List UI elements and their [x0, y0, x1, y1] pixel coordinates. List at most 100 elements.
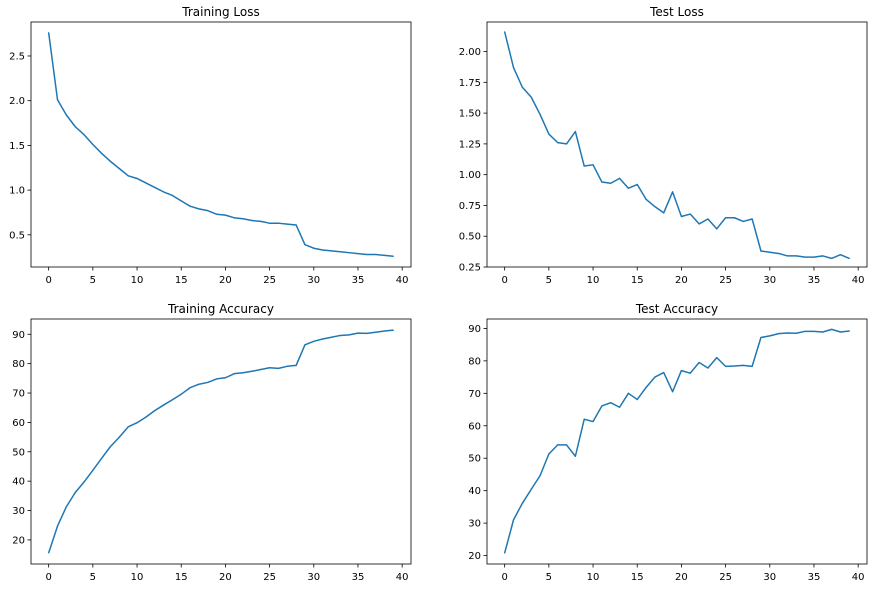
data-point	[251, 370, 253, 372]
data-point	[680, 215, 683, 218]
data-point	[392, 255, 394, 257]
data-point	[645, 198, 647, 200]
data-point	[154, 410, 156, 412]
data-point	[716, 228, 718, 230]
data-point	[189, 205, 191, 207]
data-point	[215, 213, 218, 215]
chart-panel-1: Training Loss 0 5 10 15 20 25 30 35 40 0.5 1.0 1.5 2.…	[9, 5, 412, 286]
y-tick-label: 0.50	[459, 232, 481, 243]
data-point	[180, 200, 182, 202]
data-point	[504, 552, 506, 554]
data-point	[242, 372, 244, 374]
data-point	[742, 364, 744, 367]
y-tick-label: 1.0	[9, 186, 25, 197]
data-point	[277, 367, 280, 369]
data-point	[786, 255, 789, 257]
series-line	[503, 31, 850, 260]
data-point	[277, 222, 280, 224]
data-point	[804, 330, 806, 332]
data-point	[618, 406, 621, 408]
data-point	[48, 552, 50, 554]
data-point	[233, 217, 235, 219]
y-tick-label: 30	[12, 506, 25, 517]
data-point	[548, 453, 550, 455]
axes-frame	[30, 21, 412, 268]
x-tick-label: 40	[396, 275, 409, 286]
data-point	[733, 217, 736, 219]
data-point	[74, 492, 76, 494]
data-point	[822, 331, 824, 333]
data-point	[118, 168, 120, 170]
x-tick-label: 15	[175, 572, 188, 583]
data-point	[512, 519, 515, 521]
y-tick-label: 70	[12, 389, 25, 400]
chart-panel-4: Test Accuracy 0 5 10 15 20 25 30 35 40 20 30 40 50 60 7…	[468, 302, 868, 583]
data-point	[760, 250, 762, 252]
data-point	[539, 113, 541, 115]
y-tick-label: 1.50	[459, 109, 481, 120]
data-point	[233, 373, 235, 375]
data-point	[260, 368, 262, 371]
data-point	[680, 369, 683, 372]
x-tick-label: 0	[45, 275, 51, 286]
y-tick-label: 0.75	[459, 201, 481, 212]
y-tick-label: 2.0	[9, 96, 25, 107]
x-tick-label: 5	[546, 572, 552, 583]
series-line	[503, 328, 850, 554]
data-point	[663, 371, 665, 374]
data-point	[813, 256, 815, 258]
data-point	[671, 191, 674, 193]
data-point	[207, 210, 209, 212]
data-point	[118, 436, 120, 438]
y-tick-label: 2.5	[9, 51, 25, 62]
x-tick-label: 10	[587, 572, 600, 583]
x-tick-label: 5	[90, 275, 96, 286]
data-point	[725, 217, 727, 219]
y-tick-label: 40	[468, 486, 481, 497]
data-point	[813, 330, 815, 332]
data-point	[322, 249, 324, 251]
x-tick-label: 40	[852, 572, 865, 583]
data-point	[304, 244, 306, 246]
data-point	[565, 444, 568, 446]
x-tick-label: 30	[307, 572, 320, 583]
data-point	[627, 187, 629, 189]
y-tick-label: 1.00	[459, 170, 481, 181]
data-point	[357, 252, 359, 255]
data-point	[330, 336, 333, 338]
data-point	[636, 398, 638, 401]
x-tick-label: 25	[719, 572, 732, 583]
data-point	[101, 457, 103, 459]
x-tick-label: 20	[675, 572, 688, 583]
axes-frame	[486, 318, 868, 565]
data-point	[601, 405, 603, 407]
data-point	[610, 402, 612, 404]
data-point	[109, 445, 112, 448]
data-point	[839, 331, 842, 333]
data-point	[65, 506, 67, 508]
y-tick-label: 20	[468, 551, 481, 562]
data-point	[769, 335, 771, 337]
data-point	[751, 218, 753, 220]
data-point	[592, 164, 594, 166]
data-point	[548, 133, 550, 135]
chart-panel-3: Training Accuracy 0 5 10 15 20 25 30 35 40 20 30 40 5…	[12, 302, 412, 583]
chart-title: Training Accuracy	[167, 302, 274, 316]
data-point	[304, 344, 306, 346]
data-point	[242, 218, 244, 220]
data-point	[260, 220, 262, 222]
data-point	[786, 332, 789, 334]
data-point	[383, 254, 386, 256]
data-point	[601, 181, 603, 183]
x-tick-label: 20	[219, 572, 232, 583]
data-point	[565, 143, 568, 145]
data-point	[269, 222, 271, 224]
data-point	[689, 213, 691, 215]
x-tick-label: 25	[263, 572, 276, 583]
y-tick-label: 80	[12, 359, 25, 370]
x-tick-label: 30	[763, 275, 776, 286]
y-tick-label: 90	[468, 324, 481, 335]
x-tick-label: 35	[808, 572, 821, 583]
axes-frame	[30, 318, 412, 565]
data-point	[831, 257, 833, 259]
